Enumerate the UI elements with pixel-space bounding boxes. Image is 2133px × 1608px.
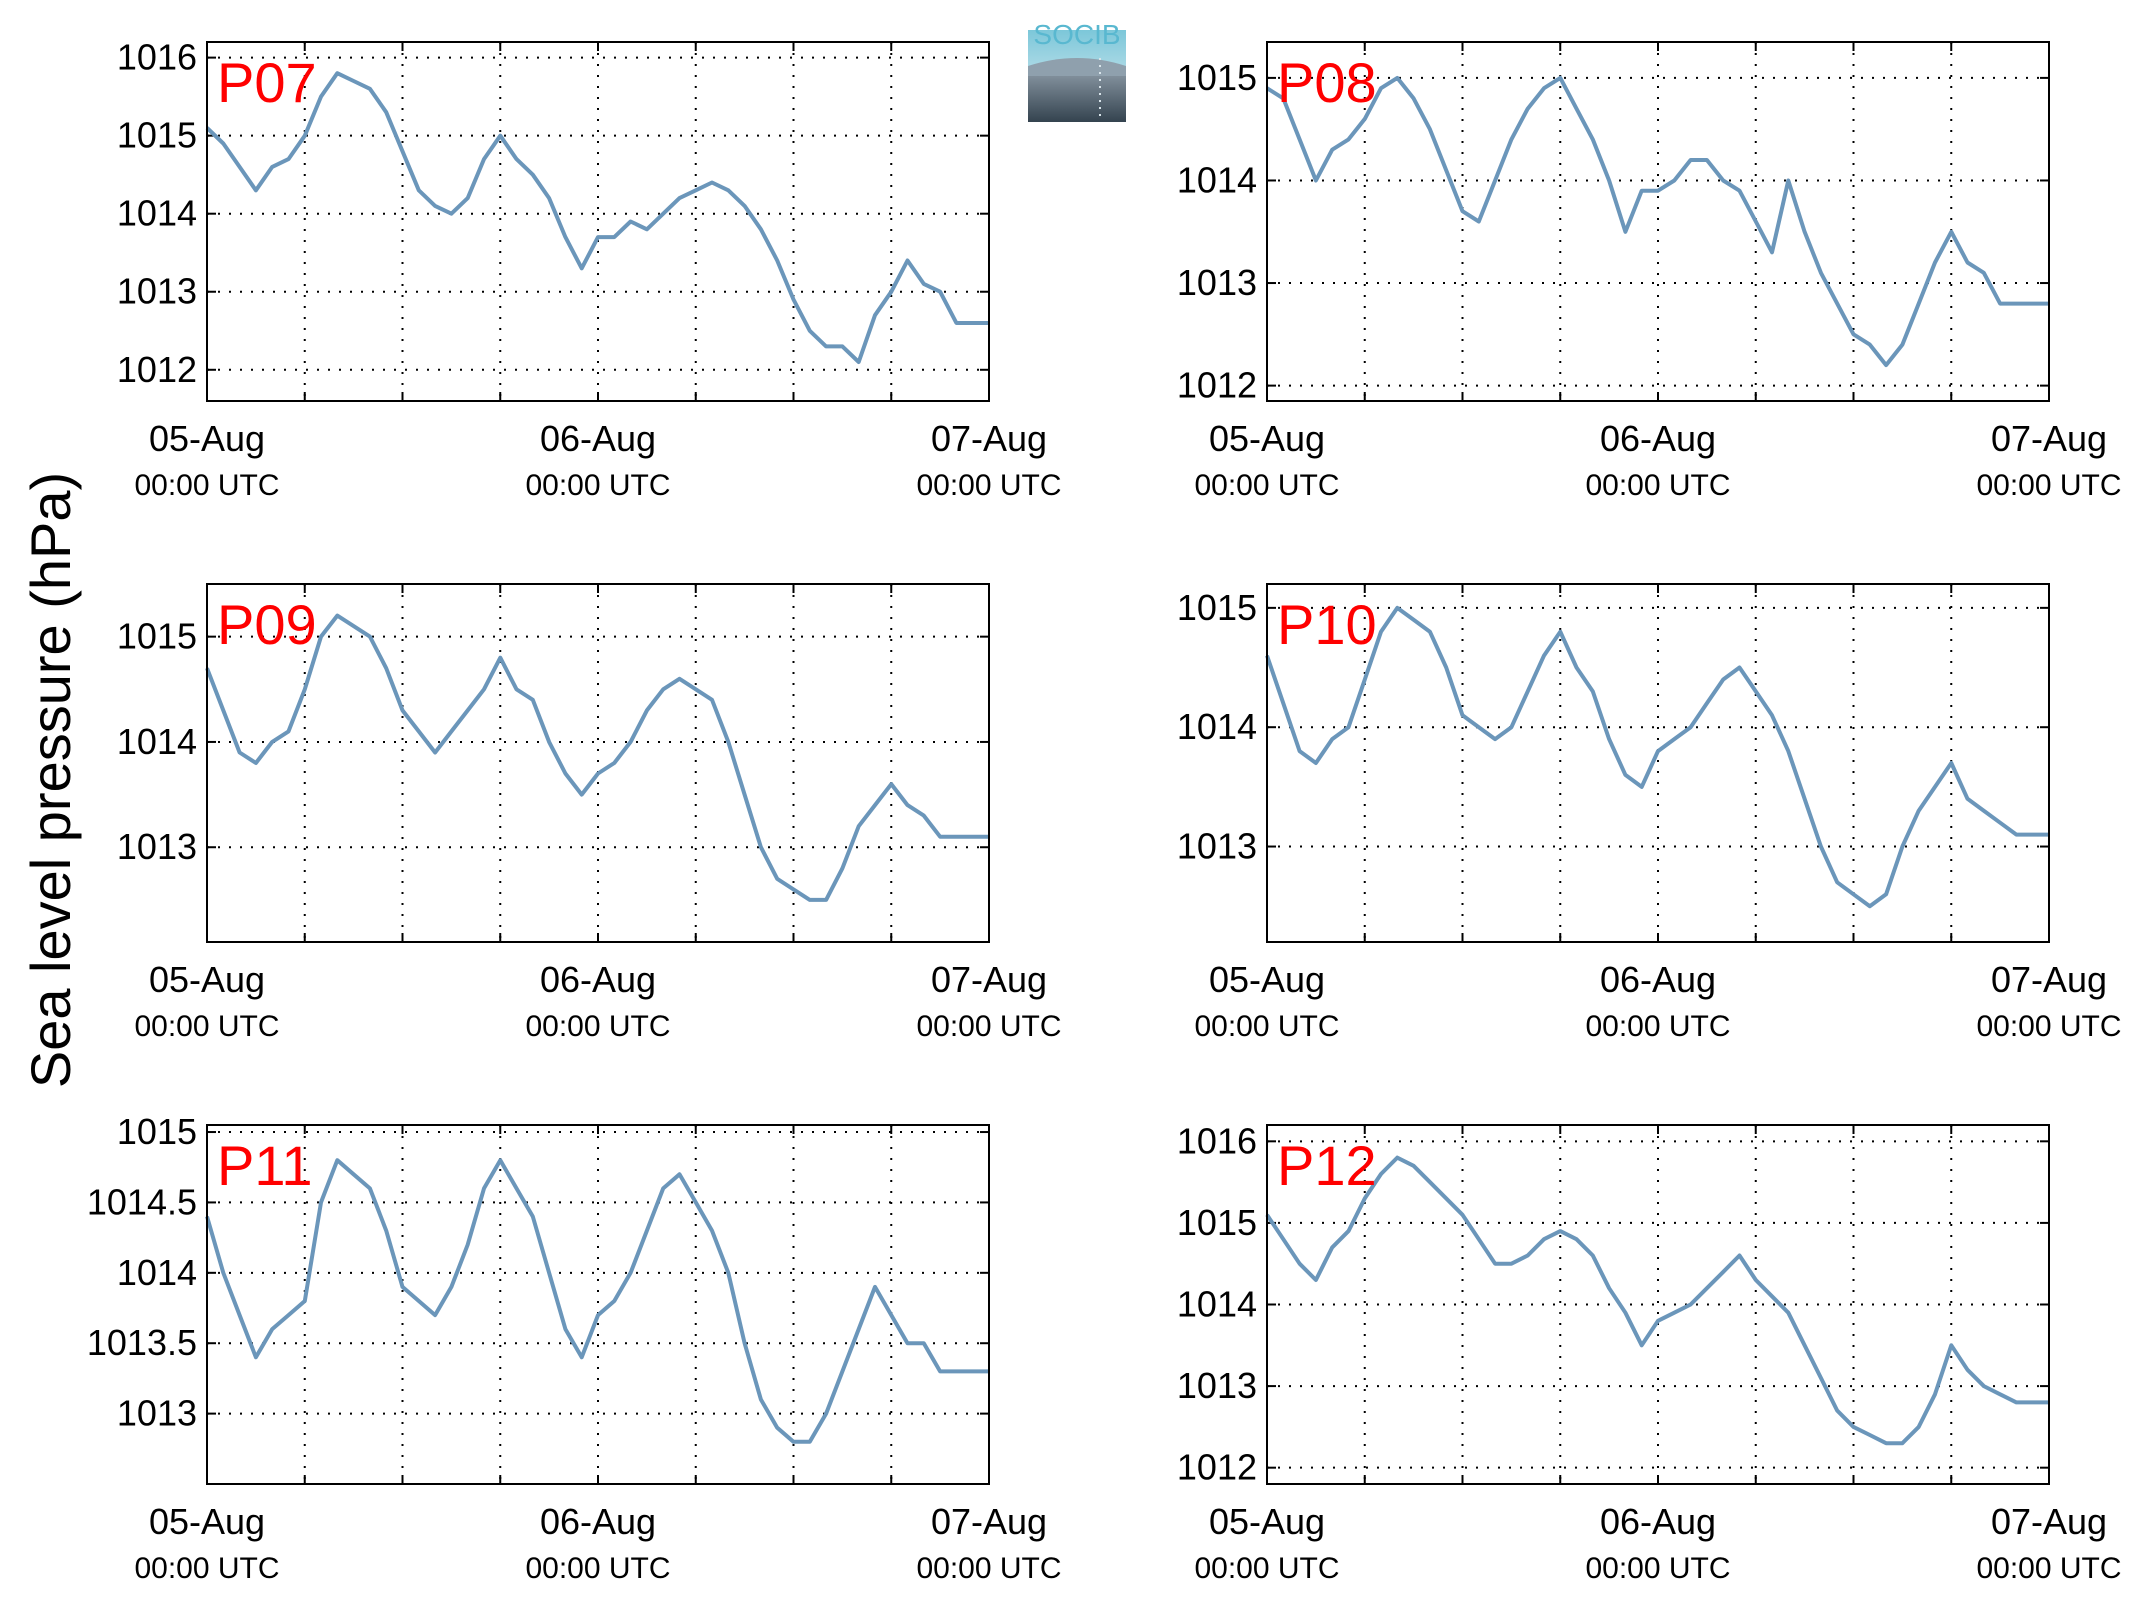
- socib-logo-wave: [1028, 58, 1126, 76]
- series-line: [205, 613, 989, 902]
- x-tick-label-date: 05-Aug: [149, 1501, 265, 1542]
- chart-panel-p10: 1013 1014 1015 05-Aug 00:00 UTC 06-Aug 00:00 U…: [1177, 583, 2122, 1043]
- series-line: [1265, 75, 2049, 368]
- y-tick-label: 1012: [1177, 1447, 1257, 1488]
- plot-area: [207, 42, 989, 401]
- y-tick-label: 1014: [1177, 159, 1257, 200]
- x-tick-label-time: 00:00 UTC: [1194, 1552, 1339, 1585]
- y-tick-label: 1013: [117, 826, 197, 867]
- y-tick-label: 1012: [117, 349, 197, 390]
- chart-panels: 1012 1013 1014 1015 1016 05-Aug 00:00 UTC 06-Au…: [87, 37, 2122, 1585]
- socib-logo-bottom: [1028, 70, 1126, 122]
- y-tick-label: 1014.5: [87, 1181, 197, 1222]
- plot-area: [1267, 1125, 2049, 1484]
- plot-frame: [206, 1124, 990, 1485]
- y-tick-label: 1014: [1177, 1284, 1257, 1325]
- x-tick-label-date: 05-Aug: [1209, 1501, 1325, 1542]
- plot-area: [1267, 584, 2049, 942]
- y-tick-label: 1012: [1177, 365, 1257, 406]
- y-tick-label: 1015: [1177, 1202, 1257, 1243]
- x-tick-label-date: 05-Aug: [1209, 418, 1325, 459]
- x-tick-label-time: 00:00 UTC: [916, 469, 1061, 502]
- y-tick-label: 1013.5: [87, 1322, 197, 1363]
- plot-area: [207, 584, 989, 942]
- y-tick-label: 1015: [1177, 57, 1257, 98]
- x-tick-label-date: 05-Aug: [149, 959, 265, 1000]
- x-tick-label-date: 07-Aug: [931, 959, 1047, 1000]
- x-tick-label-time: 00:00 UTC: [134, 1010, 279, 1043]
- x-tick-label-time: 00:00 UTC: [134, 1552, 279, 1585]
- chart-panel-p11: 1013 1013.5 1014 1014.5 1015 05-Aug 00:00 UTC 0…: [87, 1111, 1062, 1585]
- plot-frame: [1266, 1124, 2050, 1485]
- y-tick-label: 1013: [1177, 1365, 1257, 1406]
- x-tick-label-time: 00:00 UTC: [1194, 1010, 1339, 1043]
- y-tick-label: 1013: [117, 1393, 197, 1434]
- x-tick-label-time: 00:00 UTC: [1585, 469, 1730, 502]
- plot-area: [207, 1125, 989, 1484]
- x-tick-label-time: 00:00 UTC: [916, 1552, 1061, 1585]
- x-tick-label-date: 05-Aug: [1209, 959, 1325, 1000]
- y-axis-label: Sea level pressure (hPa): [19, 472, 82, 1088]
- y-tick-label: 1015: [117, 1111, 197, 1152]
- y-tick-label: 1014: [117, 193, 197, 234]
- x-tick-label-time: 00:00 UTC: [134, 469, 279, 502]
- plot-frame: [206, 41, 990, 402]
- chart-panel-p07: 1012 1013 1014 1015 1016 05-Aug 00:00 UTC 06-Au…: [117, 37, 1062, 502]
- x-tick-label-date: 06-Aug: [1600, 418, 1716, 459]
- panel-label: P12: [1277, 1134, 1377, 1197]
- panel-label: P09: [217, 593, 317, 656]
- x-tick-label-date: 06-Aug: [1600, 959, 1716, 1000]
- x-tick-label-time: 00:00 UTC: [525, 1010, 670, 1043]
- panel-label: P10: [1277, 593, 1377, 656]
- x-tick-label-date: 06-Aug: [1600, 1501, 1716, 1542]
- y-tick-label: 1016: [117, 37, 197, 78]
- chart-panel-p09: 1013 1014 1015 05-Aug 00:00 UTC 06-Aug 00:00 U…: [117, 583, 1062, 1043]
- series-line: [205, 71, 989, 364]
- x-tick-label-time: 00:00 UTC: [1976, 1552, 2121, 1585]
- y-tick-label: 1013: [1177, 262, 1257, 303]
- x-tick-label-time: 00:00 UTC: [1976, 469, 2121, 502]
- x-tick-label-date: 07-Aug: [1991, 418, 2107, 459]
- y-tick-label: 1014: [1177, 706, 1257, 747]
- series-line: [205, 1158, 989, 1444]
- x-tick-label-time: 00:00 UTC: [525, 1552, 670, 1585]
- x-tick-label-date: 06-Aug: [540, 418, 656, 459]
- x-tick-label-date: 07-Aug: [1991, 959, 2107, 1000]
- x-tick-label-date: 06-Aug: [540, 959, 656, 1000]
- x-tick-label-date: 05-Aug: [149, 418, 265, 459]
- panel-label: P11: [217, 1134, 312, 1197]
- y-tick-label: 1015: [117, 616, 197, 657]
- y-tick-label: 1014: [117, 1252, 197, 1293]
- y-tick-label: 1013: [117, 271, 197, 312]
- panel-label: P08: [1277, 51, 1377, 114]
- y-tick-label: 1015: [117, 115, 197, 156]
- y-tick-label: 1015: [1177, 587, 1257, 628]
- socib-logo-text: SOCIB: [1033, 19, 1120, 50]
- panel-label: P07: [217, 51, 317, 114]
- x-tick-label-date: 06-Aug: [540, 1501, 656, 1542]
- x-tick-label-date: 07-Aug: [931, 1501, 1047, 1542]
- chart-panel-p08: 1012 1013 1014 1015 05-Aug 00:00 UTC 06-Aug 00:…: [1177, 41, 2122, 502]
- plot-area: [1267, 42, 2049, 401]
- plot-frame: [1266, 583, 2050, 943]
- y-tick-label: 1014: [117, 721, 197, 762]
- x-tick-label-time: 00:00 UTC: [1585, 1010, 1730, 1043]
- x-tick-label-time: 00:00 UTC: [525, 469, 670, 502]
- x-tick-label-time: 00:00 UTC: [1585, 1552, 1730, 1585]
- y-tick-label: 1016: [1177, 1120, 1257, 1161]
- plot-frame: [1266, 41, 2050, 402]
- x-tick-label-date: 07-Aug: [1991, 1501, 2107, 1542]
- x-tick-label-time: 00:00 UTC: [1194, 469, 1339, 502]
- socib-logo: SOCIB: [1028, 19, 1126, 122]
- x-tick-label-date: 07-Aug: [931, 418, 1047, 459]
- x-tick-label-time: 00:00 UTC: [916, 1010, 1061, 1043]
- x-tick-label-time: 00:00 UTC: [1976, 1010, 2121, 1043]
- series-line: [1265, 1155, 2049, 1446]
- chart-panel-p12: 1012 1013 1014 1015 1016 05-Aug 00:00 UTC 06-Au…: [1177, 1120, 2122, 1585]
- plot-frame: [206, 583, 990, 943]
- series-line: [1265, 605, 2049, 909]
- y-tick-label: 1013: [1177, 826, 1257, 867]
